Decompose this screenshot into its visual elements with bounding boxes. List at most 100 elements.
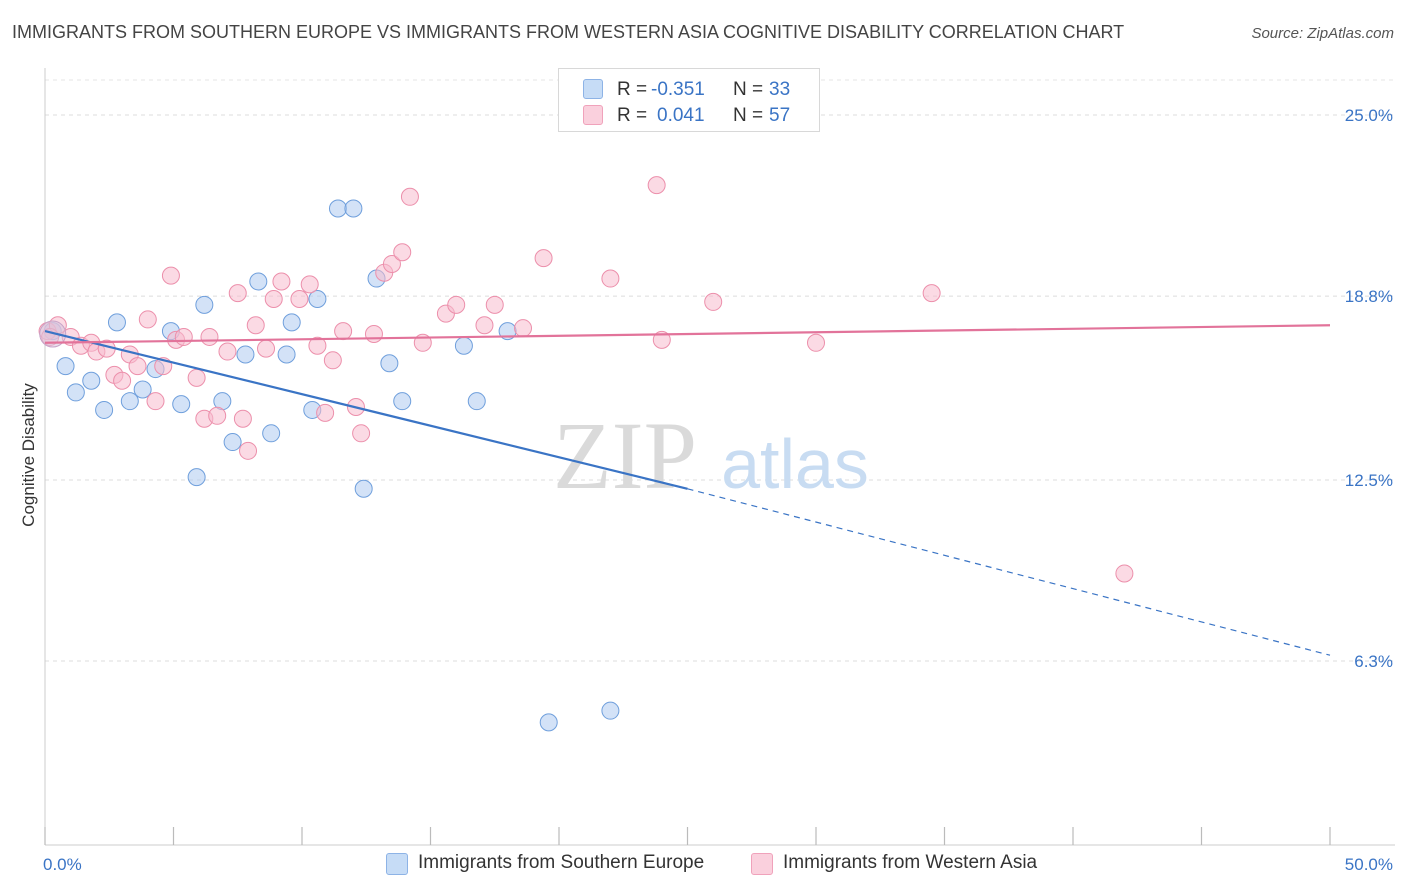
point-southern-europe [344, 199, 363, 218]
point-southern-europe [454, 336, 473, 355]
point-western-asia [704, 292, 723, 311]
point-southern-europe [354, 479, 373, 498]
legend-swatch-blue [583, 79, 603, 99]
point-western-asia [300, 275, 319, 294]
point-western-asia [146, 392, 165, 411]
legend-n-label: N = [733, 79, 764, 100]
grid-layer [45, 79, 1395, 662]
point-southern-europe [380, 354, 399, 373]
watermark-zip: ZIP [553, 402, 697, 509]
bottom-legend-swatch-pink [751, 853, 773, 875]
y-tick-label: 18.8% [1345, 287, 1393, 306]
bottom-legend-label: Immigrants from Western Asia [783, 852, 1038, 873]
point-western-asia [400, 187, 419, 206]
point-western-asia [239, 441, 258, 460]
point-southern-europe [82, 371, 101, 390]
chart-title: IMMIGRANTS FROM SOUTHERN EUROPE VS IMMIG… [12, 22, 1125, 42]
point-western-asia [485, 295, 504, 314]
point-southern-europe [393, 392, 412, 411]
legend-swatch-pink [583, 105, 603, 125]
point-western-asia [218, 342, 237, 361]
point-western-asia [200, 327, 219, 346]
point-western-asia [290, 289, 309, 308]
axes-layer [44, 68, 1395, 846]
point-western-asia [514, 319, 533, 338]
point-western-asia [334, 322, 353, 341]
point-western-asia [228, 284, 247, 303]
points-layer [38, 176, 1134, 732]
point-western-asia [475, 316, 494, 335]
point-western-asia [272, 272, 291, 291]
point-southern-europe [120, 392, 139, 411]
point-western-asia [601, 269, 620, 288]
legend-n-label: N = [733, 105, 764, 126]
correlation-legend: R = -0.351 N = 33 R = 0.041 N = 57 [558, 68, 820, 132]
point-western-asia [316, 403, 335, 422]
point-western-asia [161, 266, 180, 285]
point-southern-europe [262, 424, 281, 443]
point-southern-europe [133, 380, 152, 399]
point-western-asia [138, 310, 157, 329]
x-tick-label: 0.0% [43, 855, 82, 874]
point-southern-europe [249, 272, 268, 291]
trend-layer [44, 324, 1331, 656]
point-western-asia [652, 330, 671, 349]
y-tick-label: 12.5% [1345, 471, 1393, 490]
legend-r-label: R = [617, 105, 648, 126]
watermark: ZIP atlas [553, 402, 869, 509]
point-western-asia [393, 243, 412, 262]
legend-r-label: R = [617, 79, 648, 100]
legend-r-value: 0.041 [657, 105, 705, 126]
point-western-asia [1115, 564, 1134, 583]
y-axis-label: Cognitive Disability [19, 383, 38, 527]
point-southern-europe [308, 289, 327, 308]
point-southern-europe [601, 701, 620, 720]
point-western-asia [257, 339, 276, 358]
point-southern-europe [107, 313, 126, 332]
point-southern-europe [282, 313, 301, 332]
point-western-asia [246, 316, 265, 335]
point-western-asia [208, 406, 227, 425]
point-western-asia [233, 409, 252, 428]
tick-label-layer: 6.3% 12.5% 18.8% 25.0% 0.0% 50.0% [43, 106, 1393, 874]
point-western-asia [807, 333, 825, 352]
point-southern-europe [236, 345, 255, 364]
point-southern-europe [66, 383, 85, 402]
point-western-asia [534, 249, 553, 268]
y-tick-label: 25.0% [1345, 106, 1393, 125]
x-tick-label: 50.0% [1345, 855, 1393, 874]
point-western-asia [382, 254, 401, 273]
point-southern-europe [187, 468, 206, 487]
point-western-asia [113, 371, 132, 390]
point-western-asia [352, 424, 371, 443]
point-western-asia [308, 336, 327, 355]
trend-line-western-asia [44, 324, 1331, 344]
point-western-asia [323, 351, 342, 370]
point-western-asia [174, 327, 193, 346]
point-southern-europe [195, 295, 214, 314]
trend-extension-southern-europe [687, 488, 1331, 656]
legend-r-value: -0.351 [651, 79, 705, 100]
bottom-legend-label: Immigrants from Southern Europe [418, 852, 705, 873]
point-western-asia [128, 357, 147, 376]
point-western-asia [187, 368, 206, 387]
trend-line-southern-europe [44, 330, 688, 490]
watermark-atlas: atlas [721, 425, 869, 503]
point-southern-europe [223, 433, 242, 452]
legend-n-value: 57 [769, 105, 791, 126]
point-western-asia [447, 295, 466, 314]
point-southern-europe [56, 357, 75, 376]
point-western-asia [922, 284, 941, 303]
y-tick-label: 6.3% [1354, 652, 1393, 671]
point-southern-europe [467, 392, 486, 411]
legend-n-value: 33 [769, 79, 791, 100]
point-southern-europe [95, 400, 114, 419]
point-western-asia [264, 289, 283, 308]
source-label: Source: ZipAtlas.com [1251, 25, 1394, 42]
point-southern-europe [328, 199, 347, 218]
point-southern-europe [539, 713, 558, 732]
point-western-asia [364, 325, 383, 344]
point-southern-europe [277, 345, 296, 364]
point-southern-europe [172, 395, 191, 414]
